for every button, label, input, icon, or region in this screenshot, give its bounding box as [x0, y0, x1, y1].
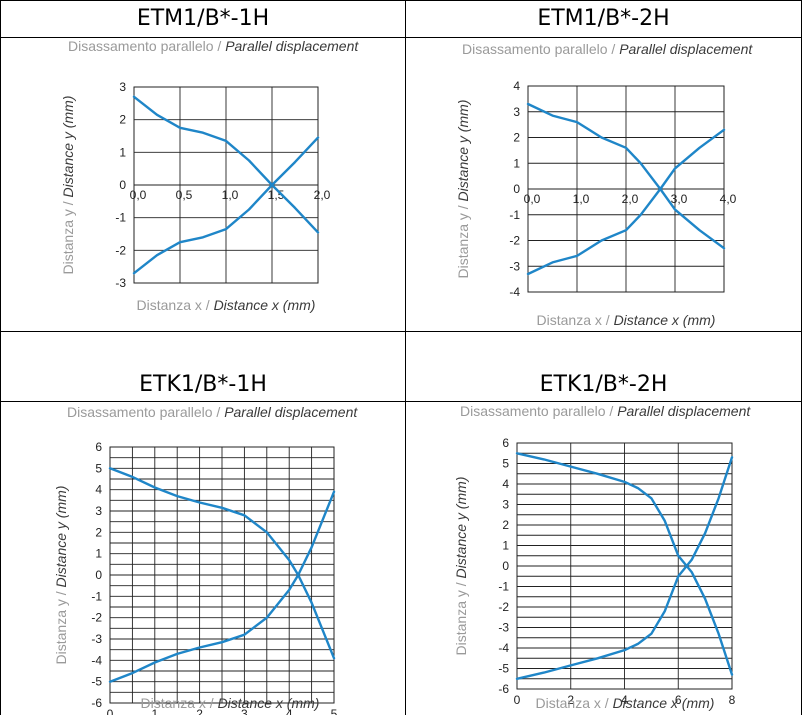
x-tick-label: 1,5	[268, 188, 285, 202]
y-axis-label: Distanza y / Distance y (mm)	[53, 486, 69, 665]
chart-title: ETK1/B*-1H	[139, 372, 267, 397]
y-tick-label: 1	[95, 547, 102, 561]
y-tick-label: 0	[513, 182, 520, 196]
series-line-1	[108, 467, 336, 660]
y-tick-label: 2	[119, 113, 126, 127]
series-line-1	[132, 95, 320, 234]
y-tick-label: -1	[498, 580, 509, 594]
x-tick-label: 8	[729, 693, 736, 707]
y-tick-label: 4	[95, 483, 102, 497]
series-line-2	[132, 136, 320, 275]
chart-subtitle: Disassamento parallelo / Parallel displa…	[67, 404, 358, 420]
plot-frame	[527, 85, 725, 293]
chart-subtitle: Disassamento parallelo / Parallel displa…	[460, 403, 751, 419]
series-line-2	[526, 128, 726, 276]
y-tick-label: -2	[91, 611, 102, 625]
y-tick-label: -4	[498, 641, 509, 655]
chart-etk1-1h: Disassamento parallelo / Parallel displa…	[53, 404, 358, 715]
y-tick-label: 2	[513, 131, 520, 145]
x-tick-label: 0,5	[176, 188, 193, 202]
y-tick-label: -2	[509, 234, 520, 248]
x-tick-label: 1,0	[573, 192, 590, 206]
y-tick-label: -1	[91, 589, 102, 603]
plot-frame	[133, 86, 319, 284]
y-tick-label: -2	[115, 243, 126, 257]
x-tick-label: 5	[331, 707, 338, 715]
y-tick-label: 6	[95, 440, 102, 454]
plot-frame	[109, 446, 335, 704]
x-tick-label: 2	[567, 693, 574, 707]
chart-etk1-2h: Disassamento parallelo / Parallel displa…	[453, 403, 751, 711]
y-tick-label: 0	[502, 559, 509, 573]
x-tick-label: 0	[514, 693, 521, 707]
y-axis-label: Distanza y / Distance y (mm)	[60, 96, 76, 275]
y-tick-label: -5	[91, 675, 102, 689]
y-tick-label: -3	[91, 632, 102, 646]
y-tick-label: -6	[91, 696, 102, 710]
y-axis-label: Distanza y / Distance y (mm)	[455, 100, 471, 279]
x-tick-label: 6	[675, 693, 682, 707]
y-tick-label: 1	[502, 539, 509, 553]
x-tick-label: 1	[151, 707, 158, 715]
y-tick-label: -2	[498, 600, 509, 614]
chart-etm1-1h: Disassamento parallelo / Parallel displa…	[60, 38, 359, 313]
x-tick-label: 1,0	[222, 188, 239, 202]
y-tick-label: 3	[502, 498, 509, 512]
y-tick-label: -3	[498, 621, 509, 635]
x-tick-label: 3	[241, 707, 248, 715]
y-tick-label: 5	[95, 461, 102, 475]
x-axis-label: Distanza x / Distance x (mm)	[537, 312, 716, 328]
chart-title: ETM1/B*-1H	[136, 6, 270, 31]
series-line-1	[526, 102, 726, 250]
series-line-2	[515, 456, 734, 680]
chart-subtitle: Disassamento parallelo / Parallel displa…	[462, 41, 753, 57]
chart-etm1-2h: Disassamento parallelo / Parallel displa…	[455, 41, 753, 328]
y-tick-label: 3	[95, 504, 102, 518]
x-tick-label: 0,0	[130, 188, 147, 202]
y-tick-label: -6	[498, 682, 509, 696]
x-tick-label: 2,0	[622, 192, 639, 206]
chart-subtitle: Disassamento parallelo / Parallel displa…	[68, 38, 359, 54]
y-tick-label: -3	[115, 276, 126, 290]
chart-title: ETM1/B*-2H	[537, 6, 670, 31]
y-tick-label: -5	[498, 662, 509, 676]
x-tick-label: 2	[196, 707, 203, 715]
y-tick-label: 3	[513, 105, 520, 119]
y-tick-label: -4	[509, 285, 520, 299]
x-axis-label: Distanza x / Distance x (mm)	[137, 297, 316, 313]
series-line-1	[515, 452, 734, 676]
x-tick-label: 0,0	[524, 192, 541, 206]
x-tick-label: 4,0	[720, 192, 737, 206]
y-tick-label: 2	[95, 525, 102, 539]
y-tick-label: 2	[502, 518, 509, 532]
y-tick-label: -4	[91, 653, 102, 667]
y-axis-label: Distanza y / Distance y (mm)	[453, 477, 469, 656]
x-tick-label: 0	[107, 707, 114, 715]
y-tick-label: -3	[509, 259, 520, 273]
chart-title: ETK1/B*-2H	[539, 372, 668, 397]
series-line-2	[108, 490, 336, 683]
y-tick-label: 4	[502, 477, 509, 491]
y-tick-label: 6	[502, 436, 509, 450]
x-tick-label: 4	[621, 693, 628, 707]
y-tick-label: 0	[119, 178, 126, 192]
y-tick-label: 5	[502, 457, 509, 471]
y-tick-label: -1	[115, 211, 126, 225]
x-axis-label: Distanza x / Distance x (mm)	[536, 695, 715, 711]
y-tick-label: 0	[95, 568, 102, 582]
x-axis-label: Distanza x / Distance x (mm)	[141, 695, 320, 711]
x-tick-label: 3,0	[671, 192, 688, 206]
x-tick-label: 4	[286, 707, 293, 715]
y-tick-label: -1	[509, 208, 520, 222]
y-tick-label: 1	[513, 156, 520, 170]
plot-frame	[516, 442, 733, 690]
y-tick-label: 1	[119, 145, 126, 159]
y-tick-label: 3	[119, 80, 126, 94]
x-tick-label: 2,0	[314, 188, 331, 202]
y-tick-label: 4	[513, 79, 520, 93]
